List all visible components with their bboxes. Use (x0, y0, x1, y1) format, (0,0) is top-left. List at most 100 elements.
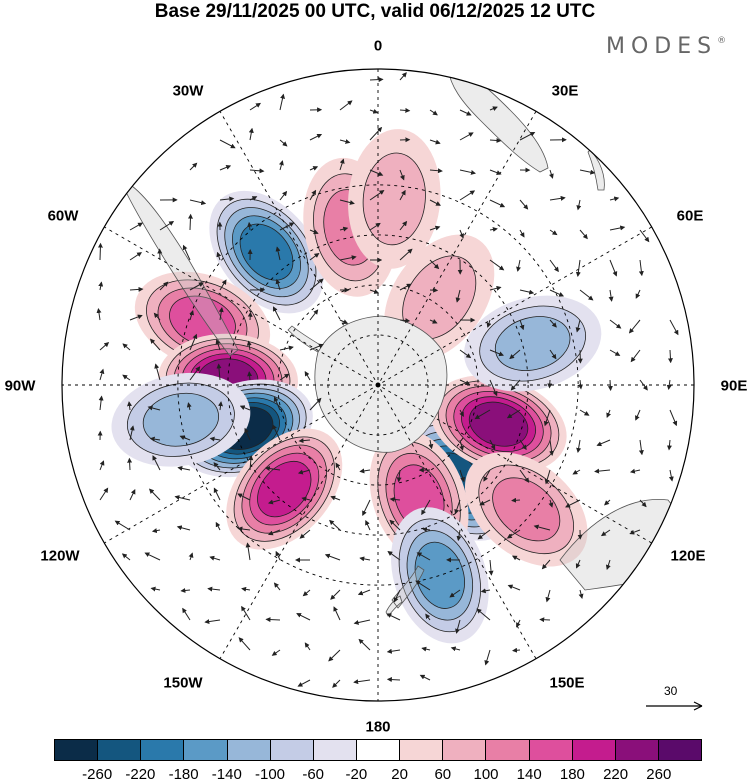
colorbar-label: 140 (516, 766, 542, 783)
wind-arrow (454, 499, 461, 515)
wind-arrow (579, 169, 596, 175)
colorbar-swatch (400, 740, 444, 760)
wind-arrow (519, 439, 527, 451)
colorbar-swatch (55, 740, 99, 760)
positive-anomaly (464, 452, 588, 567)
wind-arrow (218, 401, 223, 411)
lon-label-120e: 120E (670, 547, 706, 565)
wind-arrow (459, 379, 471, 386)
wind-arrow (630, 349, 641, 363)
wind-arrow (609, 259, 618, 277)
wind-arrow (455, 289, 461, 303)
wind-arrow (507, 584, 521, 591)
wind-arrow (486, 319, 492, 328)
wind-arrow (484, 649, 491, 666)
wind-arrow (519, 229, 525, 238)
colorbar-label: -20 (345, 766, 368, 783)
wind-arrow (539, 617, 551, 623)
wind-arrow (309, 343, 324, 351)
wind-arrow (506, 409, 521, 419)
wind-arrow (219, 196, 235, 202)
wind-arrow (99, 342, 110, 351)
latitude-circle (277, 284, 479, 486)
wind-arrow (549, 349, 557, 360)
wind-arrow (249, 102, 261, 111)
wind-arrow (129, 252, 143, 261)
wind-arrow (365, 520, 371, 531)
wind-arrow (98, 281, 104, 291)
wind-arrow (177, 465, 191, 471)
wind-arrow (667, 349, 673, 364)
colorbar-swatch (227, 740, 271, 760)
colorbar-label: -100 (254, 766, 286, 783)
wind-arrow (339, 255, 357, 261)
wind-arrow (247, 371, 253, 381)
wind-arrow (129, 425, 135, 441)
wind-arrow (148, 488, 161, 501)
brand-text: MODES (606, 34, 718, 59)
wind-arrow (149, 436, 161, 442)
wind-arrow (459, 229, 464, 239)
wind-arrow (189, 199, 207, 206)
lon-label-60e: 60E (676, 207, 704, 225)
wind-arrow (339, 319, 349, 324)
wind-arrow (483, 469, 491, 482)
wind-arrow (609, 319, 622, 329)
wind-arrow (489, 379, 498, 397)
wind-arrow (249, 196, 258, 201)
wind-arrow (579, 289, 594, 301)
wind-arrow (489, 199, 506, 208)
wind-arrow (459, 439, 465, 451)
wind-arrow (219, 279, 227, 291)
south-america (125, 185, 239, 357)
wind-arrow (237, 493, 251, 501)
wind-arrow (151, 528, 161, 534)
wind-arrow (607, 379, 613, 392)
lon-label-90e: 90E (720, 377, 748, 395)
wind-arrow (572, 469, 581, 475)
lon-label-120w: 120W (40, 547, 80, 565)
colorbar-swatch (572, 740, 616, 760)
wind-arrow (238, 637, 251, 651)
wind-arrow (339, 139, 351, 144)
wind-arrow (215, 339, 221, 351)
wind-arrow (399, 189, 406, 201)
lon-label-150e: 150E (549, 674, 585, 692)
wind-arrow (358, 638, 371, 651)
wind-arrow (149, 338, 161, 351)
wind-arrow (421, 499, 431, 516)
wind-arrow (429, 168, 443, 174)
wind-arrow (248, 127, 254, 141)
wind-arrow (369, 77, 384, 83)
reference-vector: 30 (644, 684, 708, 714)
wind-arrow (335, 462, 341, 471)
wind-arrow (666, 379, 672, 391)
wind-arrow (511, 497, 521, 503)
colorbar-swatch (486, 740, 530, 760)
wind-arrow (369, 190, 385, 201)
wind-arrow (296, 613, 311, 621)
wind-arrow (415, 580, 431, 591)
wind-arrow (304, 642, 311, 651)
wind-arrow (476, 608, 491, 621)
wind-arrow (575, 559, 581, 569)
lon-label-150w: 150W (163, 674, 203, 692)
wind-arrow (129, 222, 144, 231)
wind-arrow (147, 405, 161, 411)
wind-arrow (279, 373, 290, 381)
wind-arrow (549, 195, 566, 201)
wind-arrow (421, 646, 431, 652)
wind-arrow (207, 586, 221, 592)
wind-arrow (309, 166, 319, 171)
wind-arrow (159, 221, 175, 231)
wind-arrow (204, 619, 221, 625)
wind-arrow (241, 586, 251, 592)
wind-arrow (459, 109, 472, 116)
wind-arrow (278, 160, 284, 171)
wind-arrow (330, 589, 341, 600)
wind-arrow (459, 132, 474, 141)
wind-arrow (275, 278, 281, 291)
wind-arrow (638, 439, 644, 456)
wind-arrow (389, 519, 401, 531)
wind-arrow (629, 468, 641, 474)
